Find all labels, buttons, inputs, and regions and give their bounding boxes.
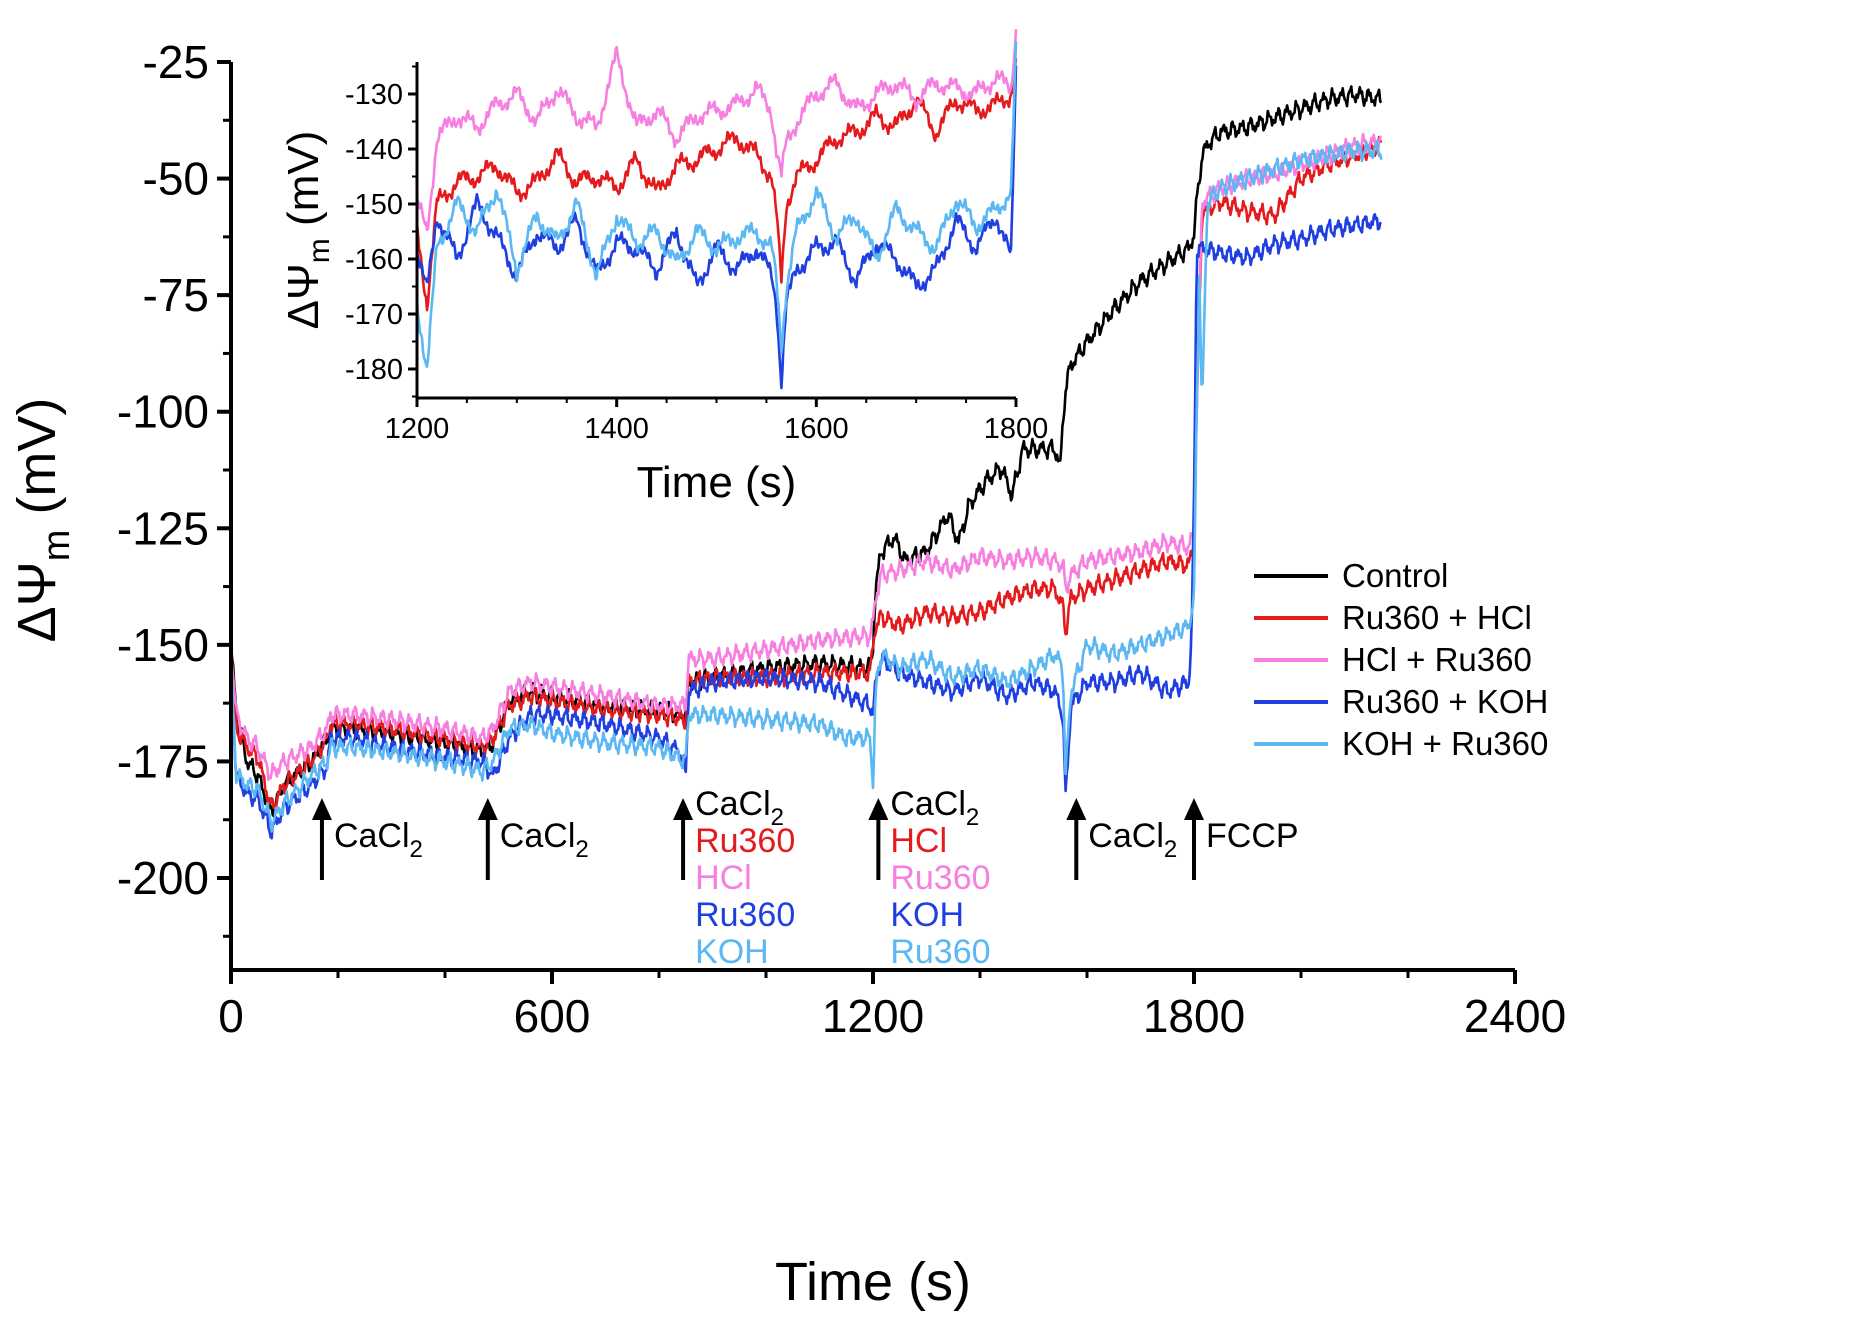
arrow-head (673, 798, 694, 820)
inset-chart: -130 -140 -150 -160 -170 -180 1200 1400 1600 1800… (279, 29, 1048, 507)
inset-y-tick-label: -160 (345, 244, 403, 276)
main-chart: -25 -50 -75 -100 -125 -150 -175 -200 0 600 1200 180… (7, 36, 1566, 1312)
annotation-cacl2-1: CaCl2 (311, 798, 423, 880)
annotation-label: KOH (695, 933, 769, 971)
y-tick-label: -75 (143, 269, 209, 321)
y-axis-title: ΔΨm (mV) (7, 398, 78, 643)
inset-y-tick-label: -180 (345, 354, 403, 386)
annotation-label: CaCl2 (695, 785, 784, 831)
annotation-cacl2-2: CaCl2 (477, 798, 589, 880)
annotation-label: KOH (890, 896, 964, 934)
y-tick-label: -175 (117, 735, 209, 787)
inset-y-tick-label: -150 (345, 189, 403, 221)
inset-series-line-koh-ru360 (415, 41, 1018, 368)
annotation-label: CaCl2 (1088, 817, 1177, 863)
x-axis-title: Time (s) (775, 1252, 971, 1312)
x-tick-label: 1800 (1143, 990, 1245, 1042)
annotation-label: Ru360 (890, 859, 990, 897)
arrow-head (477, 798, 498, 820)
inset-x-tick-label: 1200 (385, 413, 450, 445)
legend-label: Control (1342, 557, 1448, 594)
y-tick-label: -200 (117, 852, 209, 904)
inset-y-tick-label: -130 (345, 79, 403, 111)
x-tick-label: 1200 (822, 990, 924, 1042)
x-tick-label: 0 (218, 990, 244, 1042)
y-tick-label: -150 (117, 619, 209, 671)
series-line-hcl-ru360 (229, 132, 1383, 781)
inset-x-axis-title: Time (s) (637, 458, 797, 507)
legend-label: KOH + Ru360 (1342, 725, 1548, 762)
inset-x-tick-label: 1400 (584, 413, 649, 445)
annotation-fccp: FCCP (1184, 798, 1299, 880)
inset-x-tick-label: 1800 (984, 413, 1049, 445)
annotations: CaCl2 CaCl2CaCl2Ru360HClRu360KOHCaCl2HClR… (311, 785, 1299, 971)
arrow-head (1066, 798, 1087, 820)
annotation-label: CaCl2 (890, 785, 979, 831)
annotation-label: HCl (890, 822, 947, 860)
y-tick-label: -25 (143, 36, 209, 88)
arrow-head (311, 798, 332, 820)
annotation-label: Ru360 (890, 933, 990, 971)
inset-series-line-hcl-ru360 (415, 29, 1018, 231)
series-line-koh-ru360 (229, 139, 1383, 833)
inset-y-tick-label: -140 (345, 134, 403, 166)
annotation-label: CaCl2 (500, 817, 589, 863)
annotation-label: FCCP (1206, 817, 1299, 855)
inset-x-tick-label: 1600 (784, 413, 849, 445)
arrow-head (1184, 798, 1204, 820)
x-tick-label: 2400 (1464, 990, 1566, 1042)
annotation-label: HCl (695, 859, 752, 897)
annotation-cacl2-5: CaCl2 (1066, 798, 1177, 880)
arrow-head (868, 798, 889, 820)
inset-series-line-ru360-hcl (415, 57, 1018, 312)
legend-label: HCl + Ru360 (1342, 641, 1532, 678)
series-line-control (229, 85, 1383, 818)
y-tick-label: -125 (117, 502, 209, 554)
annotation-label: CaCl2 (334, 817, 423, 863)
inset-y-tick-label: -170 (345, 299, 403, 331)
annotation-label: Ru360 (695, 896, 795, 934)
legend-label: Ru360 + HCl (1342, 599, 1532, 636)
annotation-label: Ru360 (695, 822, 795, 860)
legend: Control Ru360 + HCl HCl + Ru360 Ru360 + KOH… (1254, 557, 1548, 762)
legend-label: Ru360 + KOH (1342, 683, 1548, 720)
y-tick-label: -100 (117, 386, 209, 438)
inset-y-axis-title: ΔΨm (mV) (279, 131, 336, 330)
x-tick-label: 600 (514, 990, 591, 1042)
series-line-ru360-hcl (229, 135, 1383, 810)
y-tick-label: -50 (143, 153, 209, 205)
